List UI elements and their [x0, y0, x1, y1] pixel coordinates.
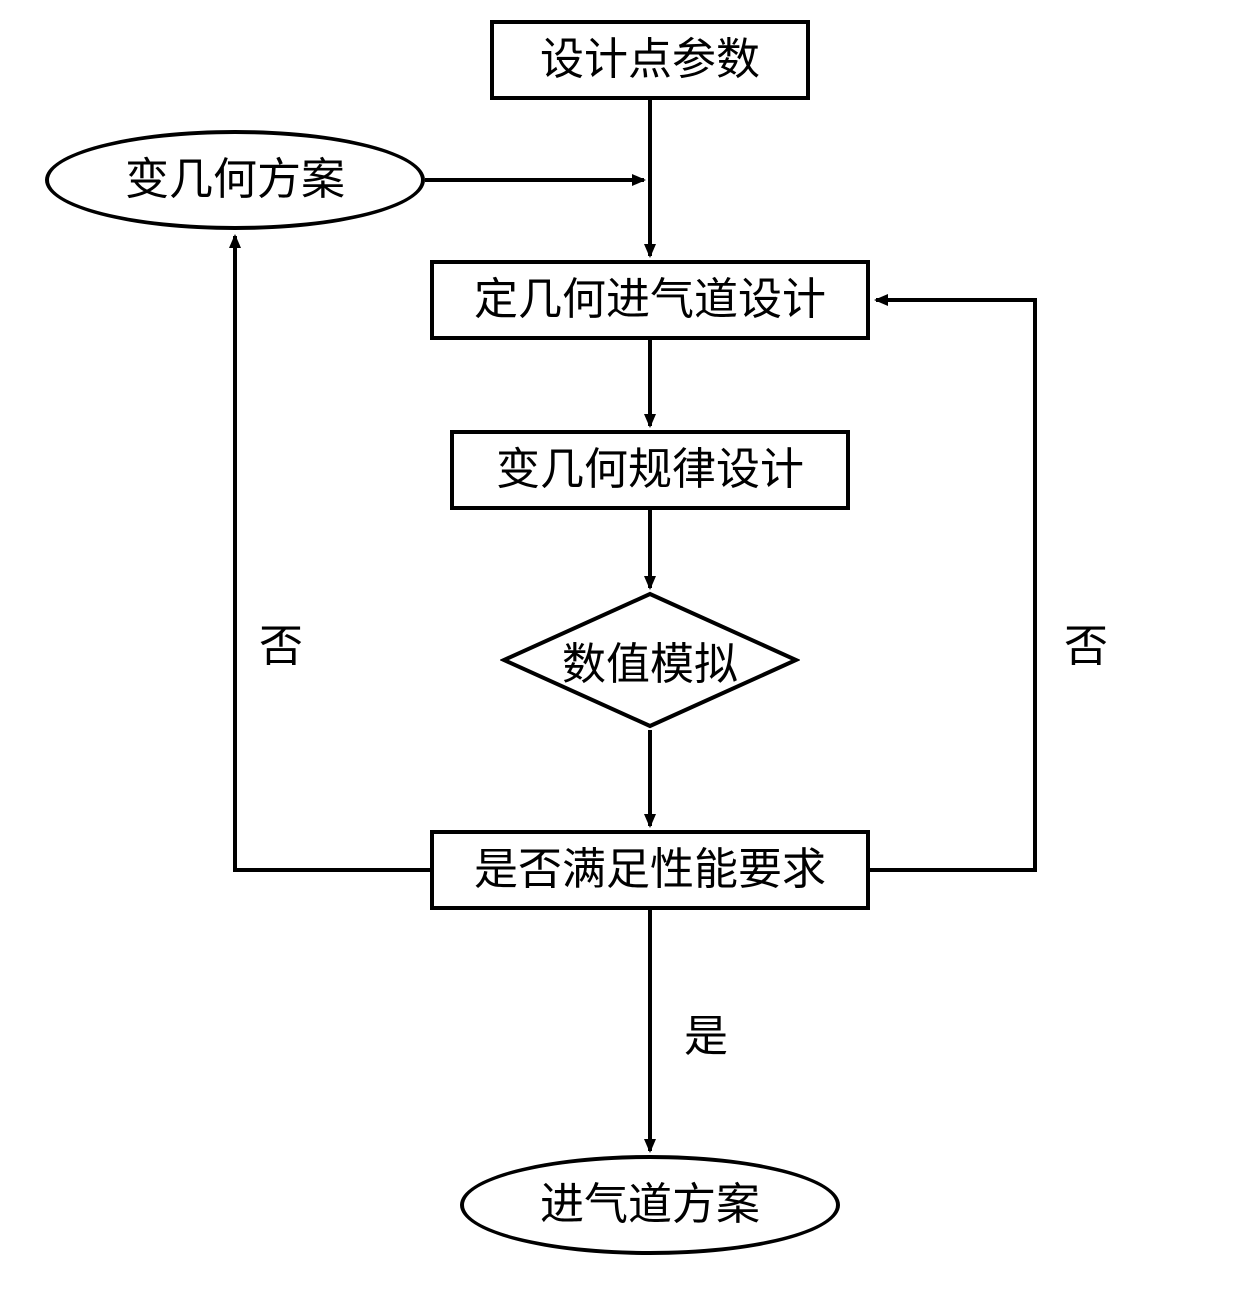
node-start: 设计点参数 — [490, 20, 810, 100]
node-var-law: 变几何规律设计 — [450, 430, 850, 510]
flowchart-canvas: 设计点参数 变几何方案 定几何进气道设计 变几何规律设计 数值模拟 是否满足性能… — [0, 0, 1240, 1315]
edge-label-yes: 是 — [680, 1000, 732, 1064]
edge-label-no-left: 否 — [255, 610, 307, 674]
node-scheme-label: 变几何方案 — [125, 155, 345, 206]
node-result: 进气道方案 — [460, 1155, 840, 1255]
node-scheme: 变几何方案 — [45, 130, 425, 230]
node-result-label: 进气道方案 — [540, 1180, 760, 1231]
node-fixed-design-label: 定几何进气道设计 — [474, 275, 826, 326]
node-var-law-label: 变几何规律设计 — [496, 445, 804, 496]
node-fixed-design: 定几何进气道设计 — [430, 260, 870, 340]
node-start-label: 设计点参数 — [540, 35, 760, 86]
edge-check-no-right — [870, 300, 1035, 870]
node-sim: 数值模拟 — [560, 600, 740, 720]
edge-label-no-right: 否 — [1060, 610, 1112, 674]
node-check-label: 是否满足性能要求 — [474, 845, 826, 896]
node-check: 是否满足性能要求 — [430, 830, 870, 910]
edge-check-no-left — [235, 236, 430, 870]
node-sim-label: 数值模拟 — [562, 628, 738, 692]
